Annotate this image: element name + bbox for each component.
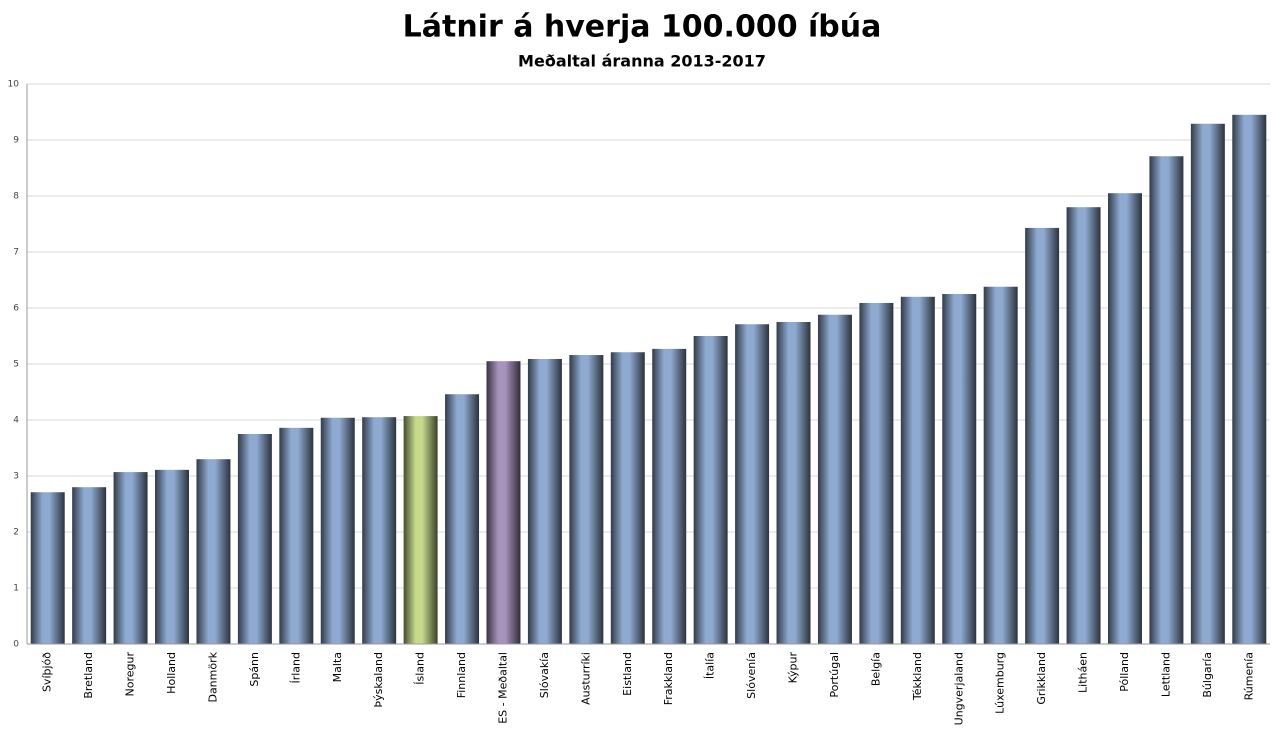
bar — [1149, 156, 1184, 645]
bar — [320, 417, 355, 644]
x-tick-label: Austurríki — [579, 652, 592, 705]
x-tick-label: Búlgaría — [1201, 652, 1214, 698]
bar — [735, 324, 770, 644]
bar — [196, 459, 231, 644]
bar — [817, 314, 852, 644]
bar — [1190, 123, 1225, 644]
y-tick-label: 4 — [13, 416, 19, 426]
y-tick-label: 1 — [13, 584, 19, 594]
bar — [652, 348, 687, 644]
y-tick-label: 2 — [13, 528, 19, 538]
x-tick-label: Bretland — [82, 652, 95, 699]
x-tick-label: Malta — [331, 652, 344, 682]
y-tick-label: 9 — [13, 136, 19, 146]
bar — [362, 417, 397, 644]
x-tick-label: Ungverjaland — [952, 652, 965, 725]
x-tick-label: Noregur — [124, 652, 137, 697]
x-tick-label: Kýpur — [787, 652, 800, 684]
bar — [693, 336, 728, 644]
bar — [403, 416, 438, 644]
x-tick-label: Ítalía — [704, 652, 717, 679]
x-tick-label: Lúxemburg — [994, 652, 1007, 714]
bar — [1107, 193, 1142, 644]
y-tick-label: 0 — [13, 640, 19, 650]
x-tick-label: Finnland — [455, 652, 468, 698]
bar — [113, 472, 148, 644]
x-tick-label: Lettland — [1159, 652, 1172, 697]
y-tick-label: 10 — [8, 80, 20, 90]
x-tick-label: Grikkland — [1035, 652, 1048, 705]
y-tick-label: 5 — [13, 360, 19, 370]
x-tick-label: Pólland — [1118, 652, 1131, 692]
x-tick-label: Slóvenía — [745, 652, 758, 699]
chart-subtitle: Meðaltal áranna 2013-2017 — [518, 52, 766, 71]
bar — [486, 361, 521, 644]
bar — [1025, 227, 1060, 645]
x-tick-label: Tékkland — [911, 652, 924, 701]
bar — [1232, 114, 1267, 645]
x-tick-label: Belgía — [869, 652, 882, 686]
x-tick-label: Rúmenía — [1242, 652, 1255, 700]
y-tick-label: 6 — [13, 304, 19, 314]
bar — [527, 358, 562, 644]
bar — [1066, 207, 1101, 644]
bar — [155, 469, 190, 644]
x-tick-label: Írland — [289, 652, 302, 684]
bar — [942, 294, 977, 644]
bar — [72, 487, 107, 644]
x-tick-label: Spánn — [248, 652, 261, 687]
x-tick-label: Slóvakía — [538, 652, 551, 698]
x-tick-label: Holland — [165, 652, 178, 694]
bar — [859, 302, 894, 644]
x-tick-label: Eistland — [621, 652, 634, 696]
y-tick-label: 8 — [13, 192, 19, 202]
bar — [776, 322, 811, 644]
x-tick-label: Ísland — [414, 652, 427, 685]
y-tick-label: 3 — [13, 472, 19, 482]
bar — [445, 394, 480, 644]
bar — [983, 286, 1018, 644]
bar — [30, 492, 65, 644]
x-tick-label: Þýskaland — [372, 652, 385, 708]
bar — [279, 427, 314, 644]
x-tick-label: Frakkland — [662, 652, 675, 705]
x-tick-label: Portúgal — [828, 652, 841, 698]
bar — [237, 434, 272, 644]
x-tick-label: Litháen — [1077, 652, 1090, 693]
bar — [610, 352, 645, 644]
x-tick-label: Svíþjóð — [41, 652, 54, 692]
bar — [900, 296, 935, 644]
bar — [569, 355, 604, 644]
chart-title: Látnir á hverja 100.000 íbúa — [403, 10, 882, 45]
x-tick-label: ES - Meðaltal — [496, 652, 509, 724]
x-tick-label: Danmörk — [206, 651, 219, 702]
y-tick-label: 7 — [13, 248, 19, 258]
